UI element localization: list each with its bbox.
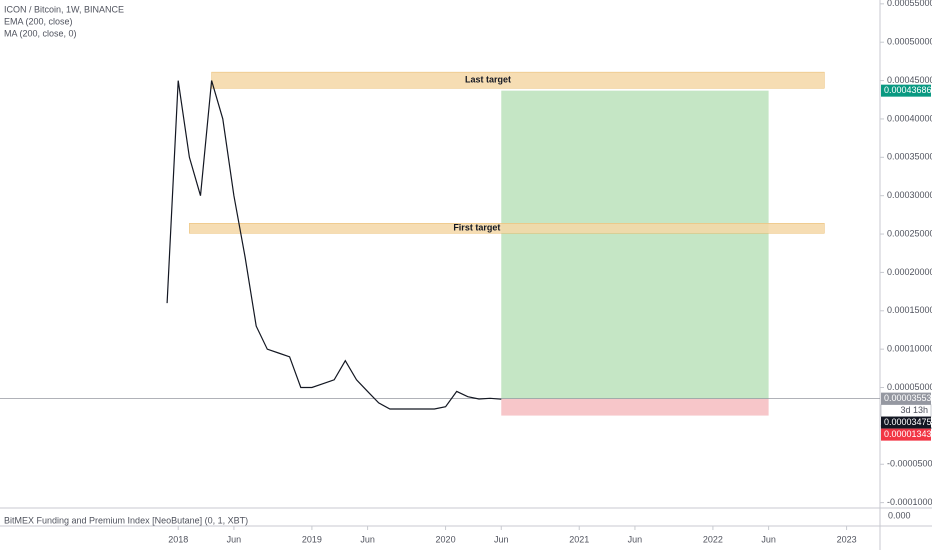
y-tick-label: 0.00045000	[887, 75, 932, 85]
lower-pane-tick: 0.000	[888, 510, 911, 520]
y-tick-label: 0.00010000	[887, 344, 932, 354]
current-price-label-bg	[881, 416, 931, 429]
x-tick-label: 2018	[168, 534, 188, 544]
x-tick-label: 2021	[569, 534, 589, 544]
indicator-label: MA (200, close, 0)	[4, 28, 77, 38]
x-tick-label: Jun	[360, 534, 375, 544]
zone-label: First target	[453, 223, 500, 233]
zone-label: Last target	[465, 75, 511, 85]
y-tick-label: 0.00030000	[887, 190, 932, 200]
x-tick-label: 2019	[302, 534, 322, 544]
countdown: 3d 13h	[900, 405, 928, 415]
target-zone	[211, 71, 825, 89]
target-price-label-bg	[881, 84, 931, 97]
indicator-label: EMA (200, close)	[4, 16, 73, 26]
target-zone	[189, 223, 825, 234]
target-price-label: 0.00043686	[884, 85, 932, 95]
y-tick-label: 0.00040000	[887, 113, 932, 123]
y-tick-label: 0.00025000	[887, 228, 932, 238]
stop-price-label-bg	[881, 428, 931, 441]
y-tick-label: -0.00005000	[887, 459, 932, 469]
profit-zone	[501, 90, 769, 399]
x-tick-label: 2022	[703, 534, 723, 544]
x-tick-label: Jun	[227, 534, 242, 544]
y-tick-label: 0.00005000	[887, 382, 932, 392]
entry-price-label: 0.00003553	[884, 393, 932, 403]
loss-zone	[501, 398, 769, 416]
x-tick-label: Jun	[494, 534, 509, 544]
x-tick-label: Jun	[628, 534, 643, 544]
symbol-title: ICON / Bitcoin, 1W, BINANCE	[4, 4, 124, 14]
y-tick-label: -0.00010000	[887, 497, 932, 507]
current-price-label: 0.00003475	[884, 417, 932, 427]
x-tick-label: 2023	[837, 534, 857, 544]
y-tick-label: 0.00035000	[887, 152, 932, 162]
x-tick-label: Jun	[761, 534, 776, 544]
y-tick-label: 0.00015000	[887, 305, 932, 315]
x-tick-label: 2020	[436, 534, 456, 544]
price-line	[166, 80, 502, 410]
y-tick-label: 0.00020000	[887, 267, 932, 277]
lower-pane-title: BitMEX Funding and Premium Index [NeoBut…	[4, 515, 248, 525]
entry-price-label-bg	[881, 392, 931, 405]
y-tick-label: 0.00050000	[887, 37, 932, 47]
stop-price-label: 0.00001343	[884, 429, 932, 439]
y-tick-label: 0.00055000	[887, 0, 932, 8]
